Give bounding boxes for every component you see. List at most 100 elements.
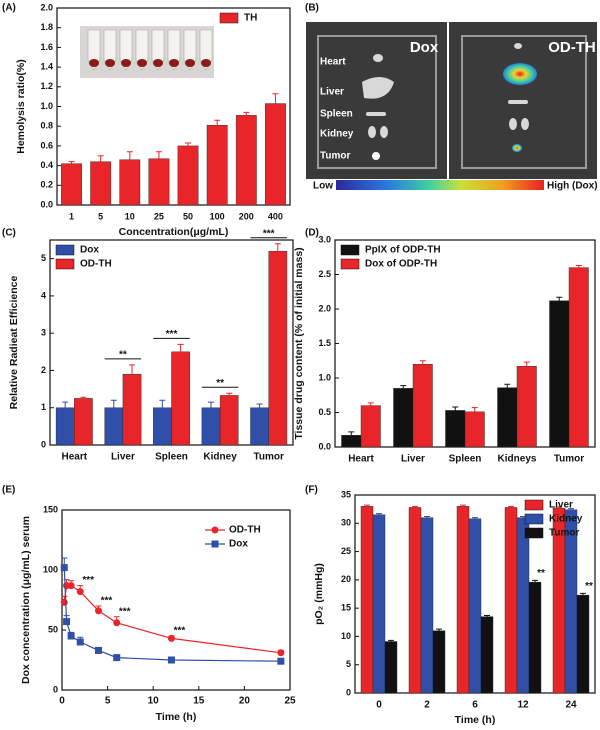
point [76,638,84,646]
legend-swatch [55,258,75,270]
error-bar [508,505,514,508]
y-axis-label: Relative Radieat Efficience [8,276,20,410]
error-bar [504,383,511,388]
y-tick-label: 1.8 [40,22,53,32]
error-bar [226,392,233,396]
error-bar [412,505,418,508]
panel-label: (D) [305,228,319,239]
error-bar [129,364,136,375]
plot-frame [61,509,291,691]
point [63,618,71,626]
y-tick-label: 4 [41,290,46,300]
organ-label: Spleen [320,109,353,120]
y-tick-label: 5 [41,253,46,263]
error-bar [484,614,490,617]
bar [516,366,537,448]
error-bar [388,639,394,642]
x-tick-label: 200 [239,211,254,221]
point [113,619,121,627]
panel-label: (E) [2,485,15,496]
y-tick-label: 25 [341,546,351,556]
legend-swatch [211,526,219,534]
legend-label: TH [244,13,257,24]
legend-swatch [524,527,544,539]
error-bar [376,513,382,515]
bar [119,159,141,206]
y-tick-label: 15 [341,603,351,613]
bar [412,364,433,448]
x-tick-label: 6 [472,700,478,711]
error-bar [471,407,478,412]
bar [177,145,199,206]
significance-label: *** [119,606,131,617]
point [113,654,121,662]
x-tick-label: Spleen [449,454,482,465]
significance-label: *** [166,329,178,340]
organ-label: Heart [320,57,346,68]
inset-photo [80,26,214,78]
bar [268,250,288,446]
organ-label: Liver [320,87,344,98]
bar [153,407,172,446]
bar [265,103,286,206]
x-tick-label: 10 [148,696,160,707]
bar [420,517,434,694]
error-bar [62,401,69,408]
bar [480,616,494,694]
point [76,588,84,596]
point [67,582,75,590]
bar [148,158,170,206]
x-tick-label: Heart [348,454,374,465]
bar [341,435,362,448]
bar [360,405,381,448]
bar [250,407,269,446]
error-bar [580,592,586,596]
x-axis-label: Time (h) [455,714,496,725]
y-axis-label: Dox concentration (μg/mL) serum [20,516,32,684]
error-bar [575,265,582,268]
x-tick-label: 24 [565,700,577,711]
error-bar [556,296,563,301]
point [60,564,68,572]
x-tick-label: Tumor [254,452,284,463]
bar [568,267,589,448]
bar [235,115,257,206]
y-tick-label: 0.0 [318,441,331,451]
y-tick-label: 50 [48,624,58,634]
error-bar [68,161,75,164]
x-tick-label: 1 [69,211,74,221]
y-axis-label: Tissue drug content (% of initial mass) [293,247,305,439]
bar [528,581,542,694]
bar [171,351,190,446]
x-tick-label: 5 [98,211,103,221]
y-tick-label: 2.0 [40,2,53,12]
y-tick-label: 1.0 [40,101,53,111]
bar [549,300,570,448]
error-bar [419,360,426,365]
point [67,632,75,640]
point [277,657,285,665]
bar [516,517,530,694]
error-bar [185,142,192,146]
legend-label: Dox [229,539,248,550]
y-tick-label: 30 [341,518,351,528]
legend-swatch [55,244,75,256]
y-tick-label: 1.5 [318,338,331,348]
bar [456,506,470,694]
panel-label: (F) [305,485,318,496]
x-tick-label: Kidneys [498,454,537,465]
error-bar [159,399,166,408]
bar [432,630,446,694]
error-bar [400,385,407,389]
point [94,646,102,654]
bar [90,161,112,206]
x-tick-label: 25 [154,211,164,221]
significance-label: *** [174,626,186,637]
legend-label: Dox [80,245,99,256]
legend-swatch [219,12,239,24]
y-tick-label: 0.0 [40,199,53,209]
error-bar [214,119,221,126]
y-tick-label: 1.6 [40,42,53,52]
significance-label: *** [101,596,113,607]
bar [219,395,239,446]
